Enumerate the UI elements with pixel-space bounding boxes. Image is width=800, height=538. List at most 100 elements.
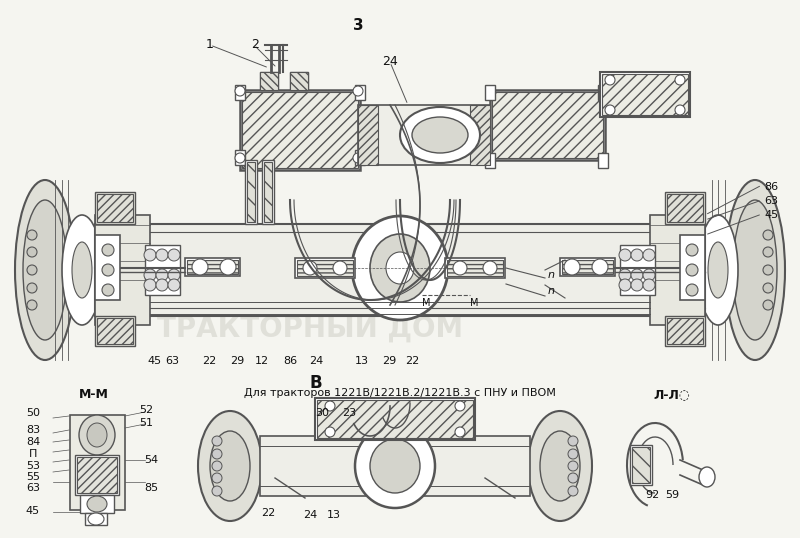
- Bar: [187, 260, 238, 274]
- Bar: [77, 457, 117, 493]
- Ellipse shape: [212, 436, 222, 446]
- Ellipse shape: [27, 230, 37, 240]
- Bar: [667, 194, 703, 222]
- Bar: [598, 153, 608, 168]
- Bar: [95, 192, 135, 224]
- Text: 45: 45: [148, 356, 162, 366]
- Text: n: n: [548, 286, 555, 296]
- Bar: [290, 72, 308, 90]
- Bar: [247, 162, 255, 222]
- Ellipse shape: [168, 269, 180, 281]
- Ellipse shape: [168, 279, 180, 291]
- Ellipse shape: [303, 261, 317, 275]
- Bar: [95, 215, 150, 325]
- Ellipse shape: [352, 216, 448, 320]
- Bar: [665, 316, 705, 346]
- Bar: [260, 72, 278, 90]
- Ellipse shape: [592, 259, 608, 275]
- Ellipse shape: [27, 265, 37, 275]
- Text: 24: 24: [303, 510, 317, 520]
- Bar: [447, 260, 503, 276]
- Ellipse shape: [643, 249, 655, 261]
- Ellipse shape: [400, 107, 480, 163]
- Ellipse shape: [386, 252, 414, 284]
- Bar: [95, 316, 135, 346]
- Ellipse shape: [708, 242, 728, 298]
- Bar: [485, 153, 495, 168]
- Bar: [667, 318, 703, 344]
- Ellipse shape: [87, 423, 107, 447]
- Bar: [490, 90, 605, 160]
- Ellipse shape: [102, 244, 114, 256]
- Text: 84: 84: [26, 437, 40, 447]
- Ellipse shape: [412, 117, 468, 153]
- Bar: [145, 245, 180, 295]
- Ellipse shape: [540, 431, 580, 501]
- Bar: [262, 160, 274, 224]
- Ellipse shape: [568, 449, 578, 459]
- Ellipse shape: [370, 439, 420, 493]
- Ellipse shape: [619, 279, 631, 291]
- Ellipse shape: [763, 300, 773, 310]
- Ellipse shape: [763, 230, 773, 240]
- Ellipse shape: [643, 279, 655, 291]
- Ellipse shape: [156, 249, 168, 261]
- Text: 22: 22: [202, 356, 216, 366]
- Bar: [85, 513, 107, 525]
- Text: 1: 1: [206, 38, 214, 51]
- Ellipse shape: [453, 261, 467, 275]
- Bar: [355, 150, 365, 165]
- Ellipse shape: [72, 242, 92, 298]
- Text: n: n: [548, 270, 555, 280]
- Ellipse shape: [144, 269, 156, 281]
- Ellipse shape: [698, 215, 738, 325]
- Ellipse shape: [355, 424, 435, 508]
- Ellipse shape: [763, 247, 773, 257]
- Ellipse shape: [564, 259, 580, 275]
- Bar: [95, 235, 120, 300]
- Ellipse shape: [235, 86, 245, 96]
- Bar: [240, 90, 360, 170]
- Text: 52: 52: [139, 405, 153, 415]
- Text: 63: 63: [165, 356, 179, 366]
- Text: 50: 50: [26, 408, 40, 418]
- Bar: [235, 150, 245, 165]
- Bar: [358, 105, 490, 165]
- Ellipse shape: [686, 284, 698, 296]
- Ellipse shape: [619, 249, 631, 261]
- Bar: [80, 495, 114, 513]
- Bar: [560, 258, 615, 276]
- Ellipse shape: [353, 153, 363, 163]
- Bar: [358, 105, 378, 165]
- Bar: [485, 85, 495, 100]
- Ellipse shape: [455, 427, 465, 437]
- Text: 85: 85: [144, 483, 158, 493]
- Bar: [97, 194, 133, 222]
- Text: 53: 53: [26, 461, 40, 471]
- Text: 23: 23: [342, 408, 356, 418]
- Ellipse shape: [325, 401, 335, 411]
- Text: 24: 24: [309, 356, 323, 366]
- Bar: [260, 436, 530, 496]
- Bar: [602, 74, 688, 115]
- Bar: [492, 92, 603, 158]
- Text: 45: 45: [26, 506, 40, 516]
- Ellipse shape: [631, 279, 643, 291]
- Text: 45: 45: [764, 210, 778, 220]
- Ellipse shape: [102, 264, 114, 276]
- Text: 51: 51: [139, 418, 153, 428]
- Ellipse shape: [168, 249, 180, 261]
- Text: М-М: М-М: [79, 388, 109, 401]
- Bar: [620, 245, 655, 295]
- Bar: [445, 258, 505, 278]
- Ellipse shape: [198, 411, 262, 521]
- Text: 22: 22: [405, 356, 419, 366]
- Bar: [75, 455, 119, 495]
- Ellipse shape: [156, 279, 168, 291]
- Bar: [600, 72, 690, 117]
- Ellipse shape: [212, 449, 222, 459]
- Text: 12: 12: [255, 356, 269, 366]
- Ellipse shape: [605, 75, 615, 85]
- Bar: [297, 260, 353, 276]
- Text: 13: 13: [355, 356, 369, 366]
